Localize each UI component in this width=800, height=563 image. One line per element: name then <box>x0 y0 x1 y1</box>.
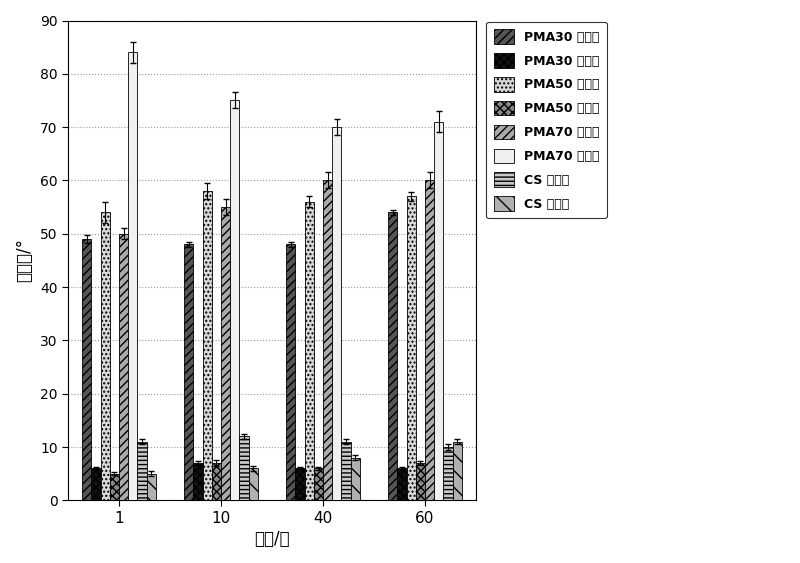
Bar <box>239 436 249 501</box>
Bar <box>314 468 323 501</box>
Bar <box>230 100 239 501</box>
Y-axis label: 接触角/°: 接触角/° <box>15 239 33 283</box>
Bar <box>425 181 434 501</box>
Bar <box>434 122 443 501</box>
Bar <box>295 468 305 501</box>
Bar <box>146 473 156 501</box>
Bar <box>443 447 453 501</box>
Bar <box>453 442 462 501</box>
Bar <box>212 463 221 501</box>
Bar <box>91 468 101 501</box>
Bar <box>323 181 332 501</box>
Bar <box>101 212 110 501</box>
Bar <box>398 468 406 501</box>
Bar <box>128 52 138 501</box>
Bar <box>286 244 295 501</box>
Bar <box>82 239 91 501</box>
Bar <box>249 468 258 501</box>
Bar <box>110 473 119 501</box>
X-axis label: 时间/天: 时间/天 <box>254 530 290 548</box>
Bar <box>388 212 398 501</box>
Legend: PMA30 前进角, PMA30 后退角, PMA50 前进角, PMA50 后退角, PMA70 前进角, PMA70 后退角, CS 前进角, CS 后退角: PMA30 前进角, PMA30 后退角, PMA50 前进角, PMA50 后… <box>486 22 607 218</box>
Bar <box>202 191 212 501</box>
Bar <box>406 196 416 501</box>
Bar <box>194 463 202 501</box>
Bar <box>221 207 230 501</box>
Bar <box>119 234 128 501</box>
Bar <box>342 442 350 501</box>
Bar <box>138 442 146 501</box>
Bar <box>350 458 360 501</box>
Bar <box>184 244 194 501</box>
Bar <box>332 127 342 501</box>
Bar <box>416 463 425 501</box>
Bar <box>305 202 314 501</box>
